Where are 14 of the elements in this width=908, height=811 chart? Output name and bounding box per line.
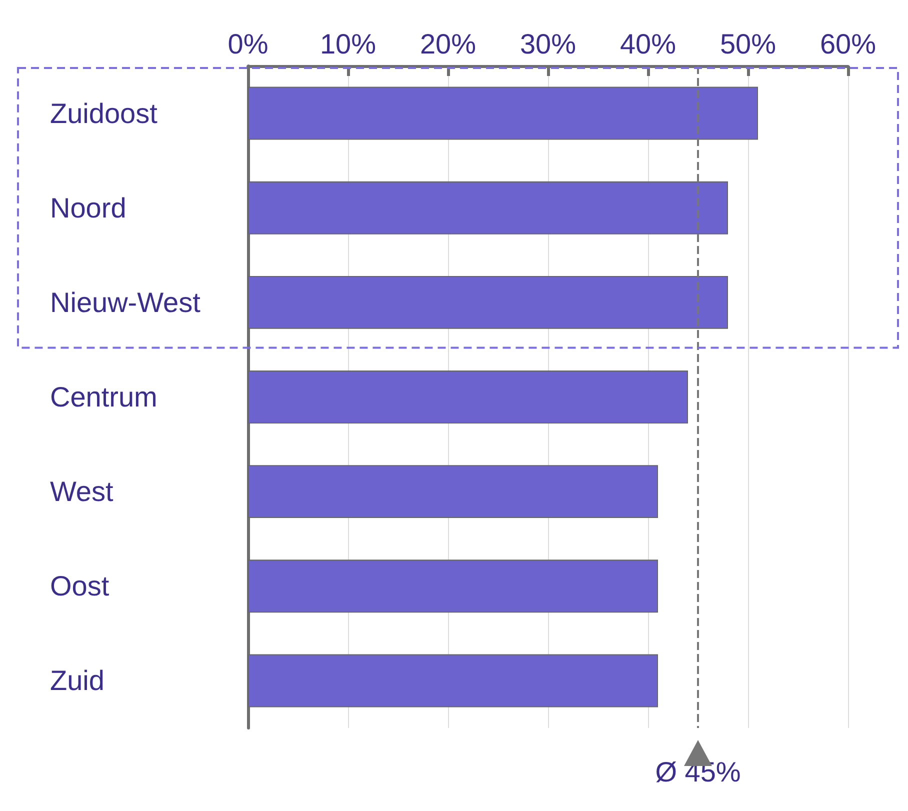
y-tick-label: West (50, 476, 114, 508)
y-tick-label: Noord (50, 192, 126, 224)
x-tick-label: 60% (820, 28, 876, 60)
y-tick-label: Zuid (50, 665, 104, 696)
x-tick-label: 10% (320, 28, 376, 60)
y-tick-label: Nieuw-West (50, 286, 201, 318)
x-tick-label: 40% (620, 28, 676, 60)
y-tick-label: Zuidoost (50, 98, 158, 129)
y-tick-label: Centrum (50, 382, 158, 412)
x-tick-label: 50% (720, 28, 776, 60)
x-tick-label: 0% (228, 28, 268, 60)
x-tick-label: 30% (520, 28, 576, 60)
x-tick-label: 20% (420, 28, 476, 60)
y-tick-label: Oost (50, 570, 110, 602)
